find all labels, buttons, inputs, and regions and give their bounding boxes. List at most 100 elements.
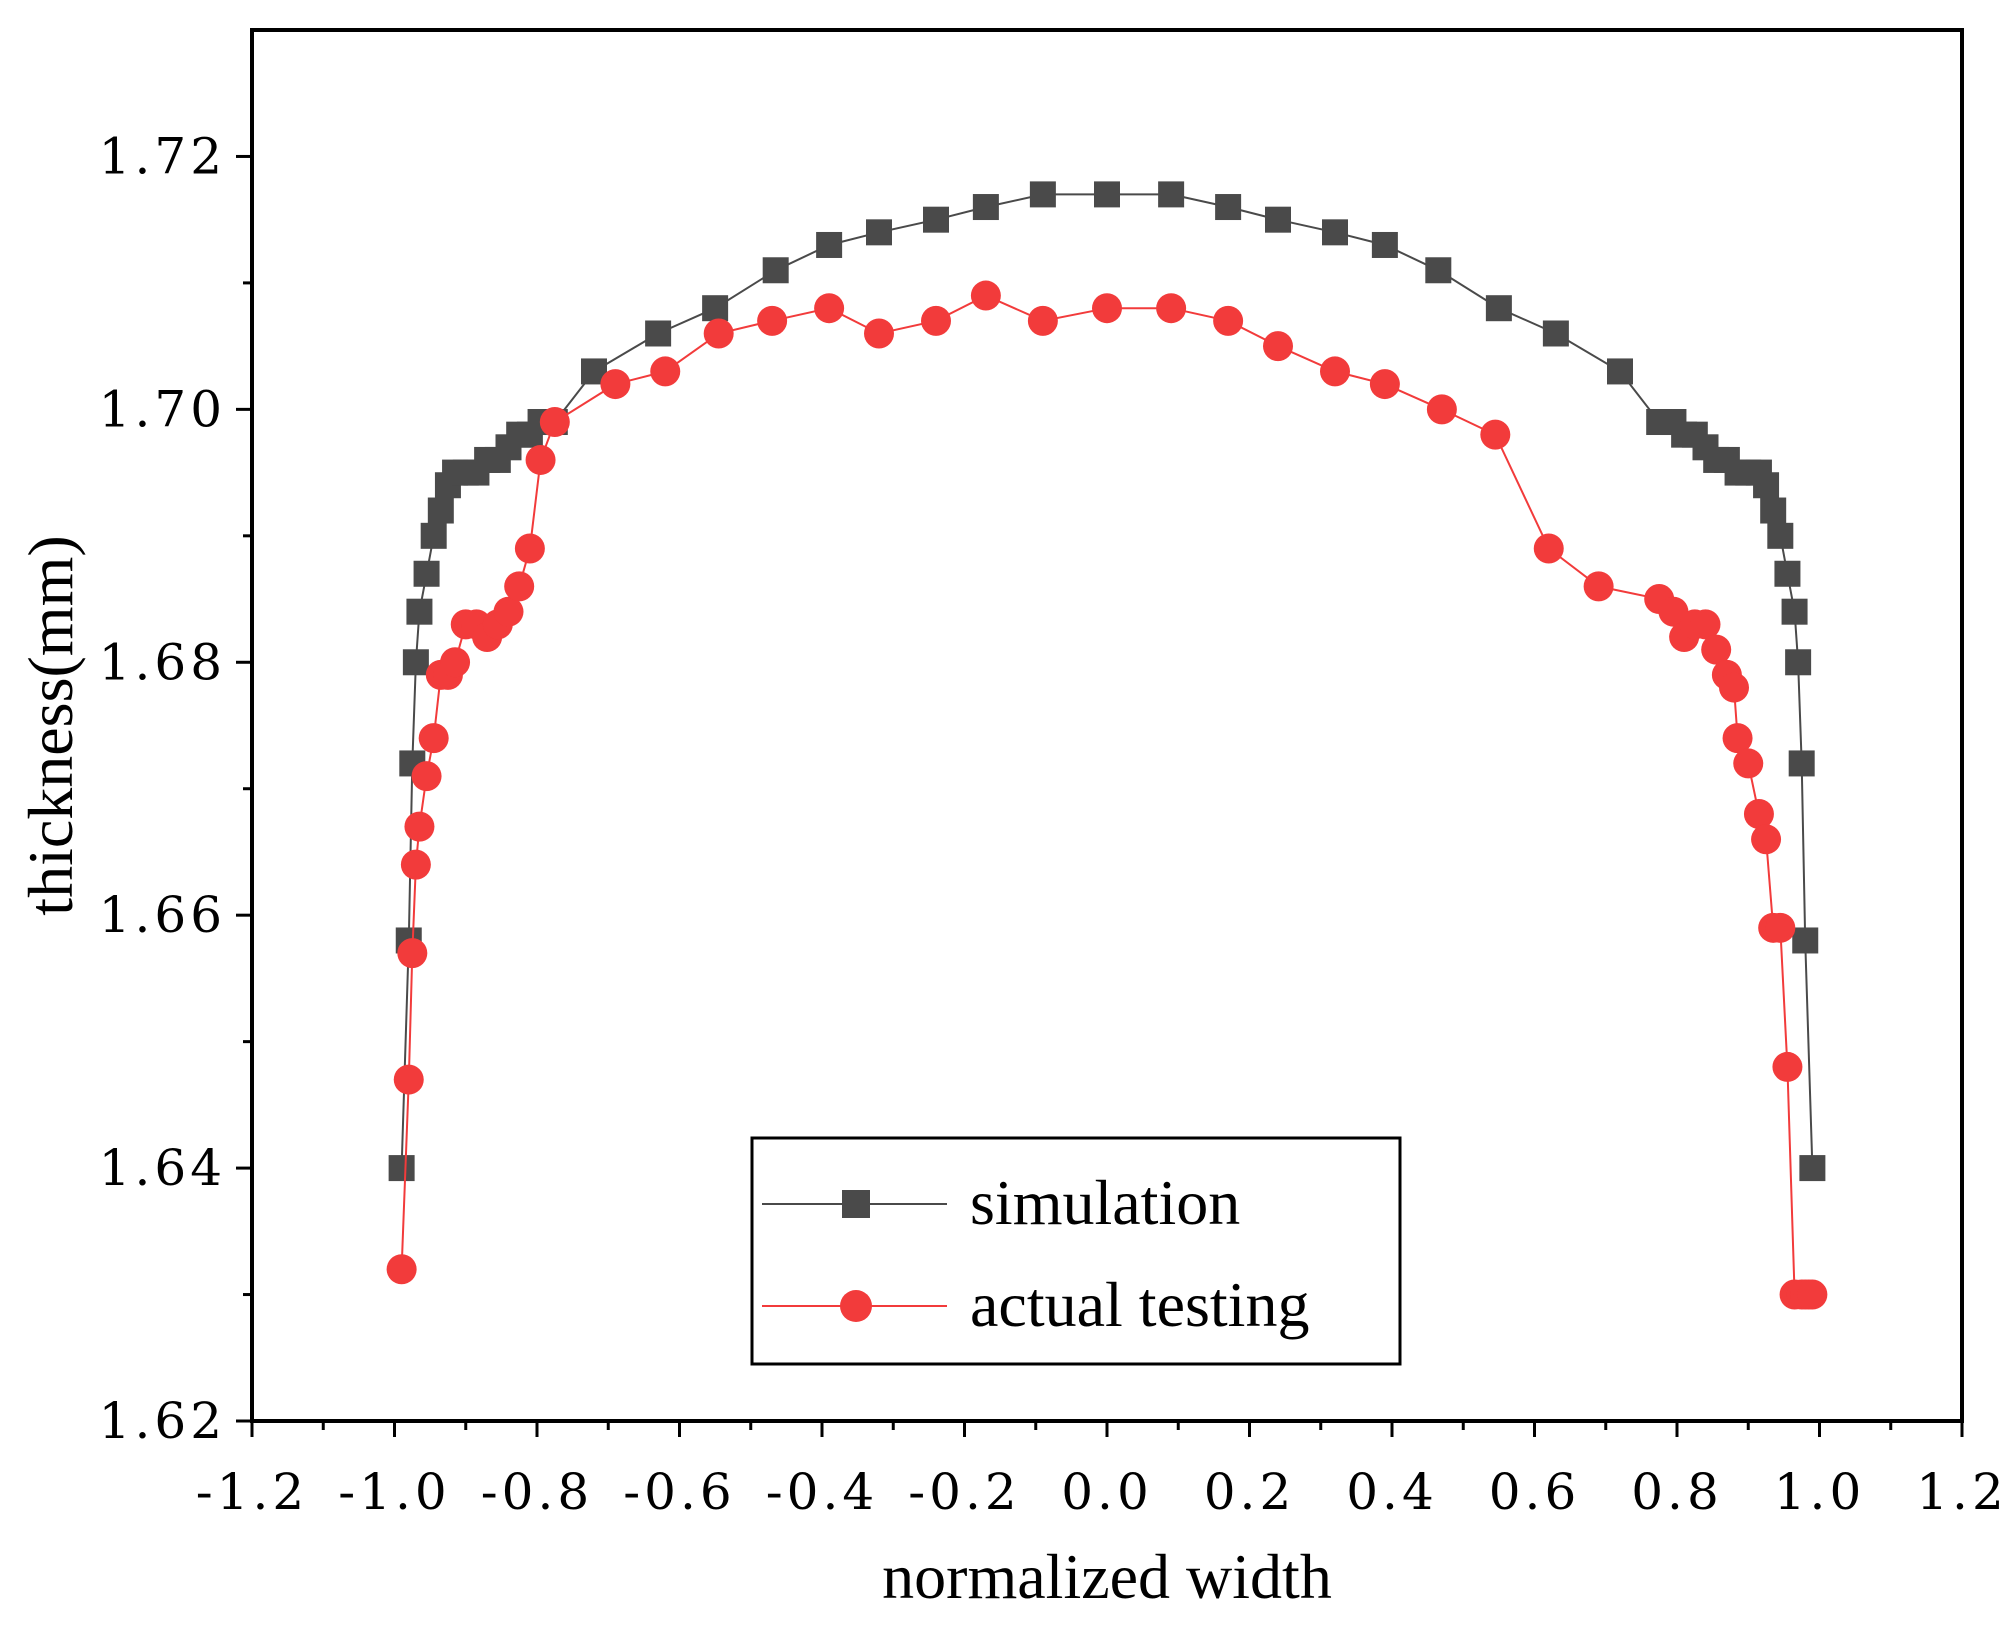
data-point (703, 318, 734, 349)
data-point (404, 811, 435, 842)
data-point (1485, 295, 1512, 322)
x-tick-label: -1.0 (338, 1463, 450, 1521)
y-axis-title: thickness(mm) (15, 535, 86, 915)
data-point (1785, 649, 1812, 676)
data-point (600, 369, 631, 400)
data-point (814, 293, 845, 324)
y-tick-label: 1.70 (99, 380, 226, 438)
data-point (1797, 1279, 1828, 1310)
data-point (1583, 571, 1614, 602)
ticks-layer: -1.2 -1.0 -0.8 -0.6 -0.4 -0.2 0.0 0.2 0.4 0.6 0.8 1… (99, 127, 2008, 1521)
data-point (514, 533, 545, 564)
data-point (1799, 1155, 1826, 1182)
data-point (645, 320, 672, 347)
data-point (1772, 1051, 1803, 1082)
data-point (1792, 927, 1819, 954)
data-point (411, 761, 442, 792)
data-point (757, 305, 788, 336)
data-point (1542, 320, 1569, 347)
data-point (970, 280, 1001, 311)
y-tick-label: 1.72 (99, 127, 226, 185)
data-point (1029, 181, 1056, 208)
x-tick-label: -0.2 (908, 1463, 1020, 1521)
x-tick-label: 0.8 (1631, 1463, 1723, 1521)
data-point (539, 407, 570, 438)
data-point (1369, 369, 1400, 400)
data-point (525, 444, 556, 475)
data-point (702, 295, 729, 322)
data-point (504, 571, 535, 602)
x-axis-title: normalized width (882, 1541, 1332, 1612)
data-point (493, 596, 524, 627)
series-layer (386, 181, 1828, 1310)
data-point (1722, 723, 1753, 754)
data-point (1743, 799, 1774, 830)
x-tick-label: 0.2 (1204, 1463, 1296, 1521)
data-point (866, 219, 892, 246)
data-point (406, 598, 433, 625)
data-point (1607, 358, 1633, 385)
data-point (1690, 609, 1721, 640)
data-point (1027, 305, 1058, 336)
series-line (400, 193, 1814, 1169)
data-point (762, 257, 789, 284)
data-point (386, 1254, 417, 1285)
y-tick-label: 1.64 (99, 1139, 226, 1197)
data-point (1480, 419, 1511, 450)
data-point (1320, 356, 1350, 387)
data-point (1263, 331, 1293, 362)
legend-actual-testing-label: actual testing (970, 1269, 1309, 1340)
data-point (420, 522, 447, 549)
data-point (650, 356, 681, 387)
legend-simulation-label: simulation (970, 1167, 1240, 1238)
x-tick-label: -0.4 (766, 1463, 878, 1521)
data-point (418, 723, 449, 754)
data-point (1158, 181, 1185, 208)
data-point (1425, 257, 1452, 284)
data-point (427, 497, 454, 524)
data-point (864, 318, 894, 349)
data-point (1533, 533, 1564, 564)
data-point (1156, 293, 1187, 324)
x-tick-label: -0.6 (623, 1463, 735, 1521)
data-point (1767, 522, 1794, 549)
data-point (388, 1155, 415, 1182)
data-point (1788, 750, 1815, 777)
x-tick-label: -0.8 (481, 1463, 593, 1521)
legend-box (750, 1136, 1402, 1366)
y-tick-label: 1.68 (99, 633, 226, 691)
data-point (1765, 912, 1796, 943)
legend-simulation-marker (842, 1190, 870, 1218)
x-tick-label: 0.0 (1061, 1463, 1153, 1521)
x-tick-label: -1.2 (196, 1463, 308, 1521)
data-point (1719, 672, 1749, 703)
x-tick-label: 1.0 (1774, 1463, 1866, 1521)
data-point (1094, 181, 1120, 208)
data-point (1774, 560, 1801, 587)
x-tick-label: 1.2 (1916, 1463, 2008, 1521)
y-tick-label: 1.62 (99, 1392, 226, 1450)
series-line (400, 294, 1813, 1296)
data-point (1371, 231, 1398, 258)
x-tick-label: 0.4 (1346, 1463, 1438, 1521)
data-point (1751, 824, 1782, 855)
data-point (1322, 219, 1348, 246)
y-tick-label: 1.66 (99, 886, 226, 944)
data-point (1733, 748, 1764, 779)
legend: simulation actual testing (750, 1136, 1402, 1366)
data-point (1213, 305, 1244, 336)
data-point (400, 849, 431, 880)
data-point (402, 649, 429, 676)
plot-frame (250, 28, 1964, 1423)
data-point (1215, 194, 1242, 221)
series-actual-testing (386, 280, 1828, 1310)
data-point (393, 1064, 424, 1095)
data-point (921, 305, 951, 336)
data-point (1701, 634, 1732, 665)
data-point (923, 206, 949, 233)
data-point (816, 231, 843, 258)
data-point (1265, 206, 1291, 233)
data-point (1092, 293, 1122, 324)
x-tick-label: 0.6 (1489, 1463, 1581, 1521)
